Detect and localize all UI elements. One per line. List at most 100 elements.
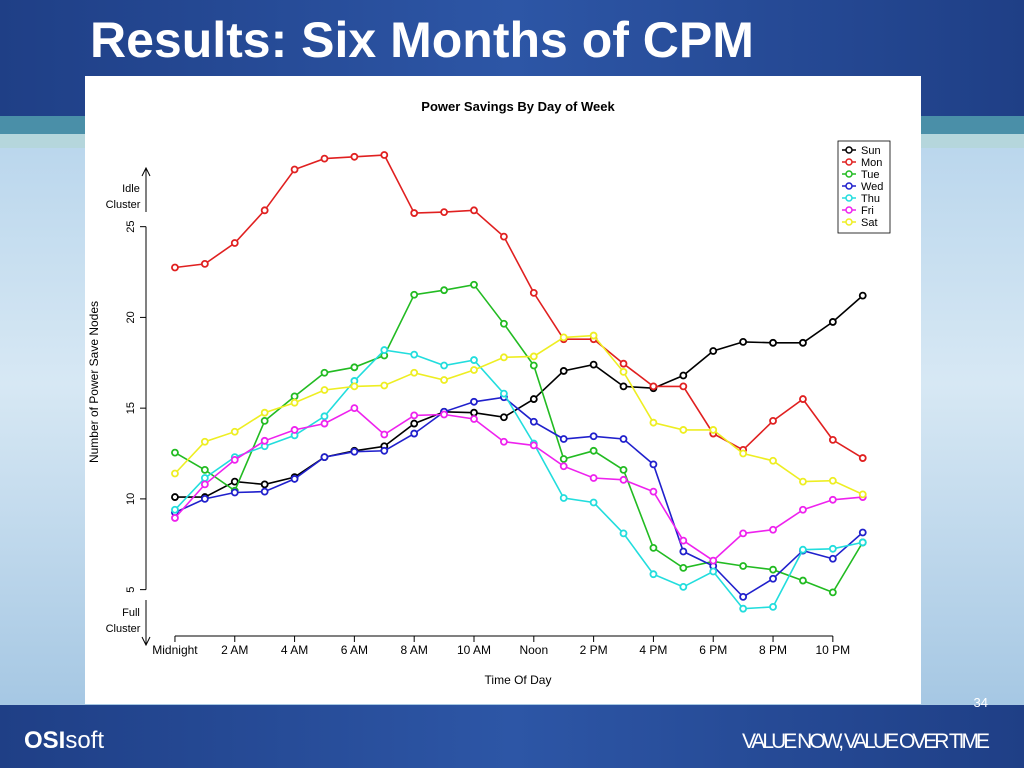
point xyxy=(410,419,419,428)
point xyxy=(260,206,269,215)
tagline: VALUE NOW, VALUE OVER TIME xyxy=(742,730,990,753)
point xyxy=(320,412,329,421)
point xyxy=(828,495,837,504)
point xyxy=(410,429,419,438)
point xyxy=(739,562,748,570)
point xyxy=(260,480,269,489)
point xyxy=(529,395,538,403)
legend-marker xyxy=(845,206,853,214)
y-tick-label: 10 xyxy=(125,493,137,505)
point xyxy=(709,556,718,565)
point xyxy=(200,259,209,268)
logo: OSIsoft xyxy=(24,727,104,754)
legend-label: Mon xyxy=(861,157,882,169)
series-line xyxy=(174,154,864,459)
point xyxy=(380,446,389,455)
y-tick-label: 20 xyxy=(125,311,137,323)
point xyxy=(290,165,299,174)
x-tick-label: 4 PM xyxy=(639,643,667,657)
point xyxy=(589,498,598,507)
series-line xyxy=(174,283,864,594)
y-tick-label: 5 xyxy=(125,587,137,593)
point xyxy=(828,554,837,563)
point xyxy=(649,418,658,427)
logo-bold: OSI xyxy=(24,727,65,754)
point xyxy=(679,536,688,545)
legend-marker xyxy=(845,218,853,226)
point xyxy=(589,446,598,455)
point xyxy=(679,563,688,572)
point xyxy=(410,368,419,377)
point xyxy=(589,331,598,340)
legend-marker xyxy=(845,182,853,190)
point xyxy=(619,475,628,484)
x-tick-label: 10 AM xyxy=(457,643,491,657)
point xyxy=(649,460,658,469)
point xyxy=(380,381,389,390)
point xyxy=(230,239,239,247)
point xyxy=(619,359,628,368)
point xyxy=(529,441,538,450)
point xyxy=(470,415,478,423)
point xyxy=(290,392,299,401)
point xyxy=(320,419,329,428)
point xyxy=(260,487,269,496)
point xyxy=(440,208,448,217)
legend-label: Thu xyxy=(861,193,880,205)
point xyxy=(858,291,867,300)
point xyxy=(858,538,867,547)
point xyxy=(171,493,179,501)
point xyxy=(470,366,478,374)
legend-marker xyxy=(845,170,853,178)
point xyxy=(200,480,209,489)
point xyxy=(320,453,329,462)
point xyxy=(799,395,807,403)
point xyxy=(230,427,239,436)
legend-label: Wed xyxy=(861,181,883,193)
point xyxy=(769,416,777,425)
point xyxy=(769,525,777,534)
annotation: Idle xyxy=(122,183,140,195)
legend-label: Fri xyxy=(861,205,874,217)
point xyxy=(470,356,478,364)
page-number: 34 xyxy=(974,695,988,710)
point xyxy=(619,382,628,391)
point xyxy=(290,426,299,434)
point xyxy=(499,437,508,446)
point xyxy=(350,363,359,372)
legend-marker xyxy=(845,158,853,166)
point xyxy=(679,382,688,391)
point xyxy=(739,338,748,346)
x-tick-label: 8 AM xyxy=(401,643,428,657)
point xyxy=(350,404,359,413)
point xyxy=(440,286,448,295)
point xyxy=(230,488,239,497)
point xyxy=(171,505,179,514)
annotation: Cluster xyxy=(106,623,141,635)
point xyxy=(679,371,688,380)
point xyxy=(828,436,837,444)
point xyxy=(589,432,598,441)
point xyxy=(171,469,179,478)
y-tick-label: 15 xyxy=(125,402,137,414)
point xyxy=(470,397,478,406)
y-tick-label: 25 xyxy=(125,221,137,233)
point xyxy=(529,417,538,426)
footer-band xyxy=(0,705,1024,768)
slide-title: Results: Six Months of CPM xyxy=(90,12,754,68)
point xyxy=(769,338,777,347)
point xyxy=(200,465,209,474)
point xyxy=(769,456,777,465)
point xyxy=(200,494,209,503)
point xyxy=(559,435,568,443)
point xyxy=(739,592,748,601)
point xyxy=(858,528,867,537)
x-tick-label: 10 PM xyxy=(816,643,851,657)
point xyxy=(559,462,568,471)
point xyxy=(499,232,508,241)
point xyxy=(739,604,748,613)
point xyxy=(380,430,389,439)
point xyxy=(828,476,837,485)
x-axis-label: Time Of Day xyxy=(485,673,552,687)
